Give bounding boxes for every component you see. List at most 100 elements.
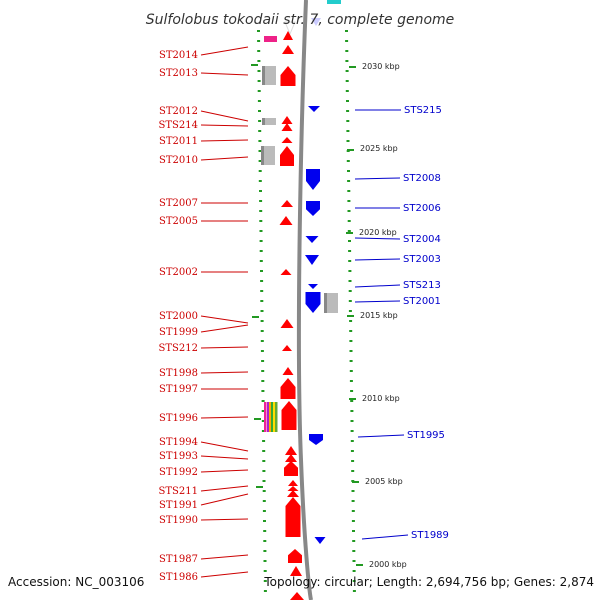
forward-gene-arrow [290,592,304,600]
forward-gene-arrow [285,446,297,455]
rna-feature [264,36,277,42]
gene-label-ST1992[interactable]: ST1992 [159,467,198,478]
gene-label-STS214[interactable]: STS214 [159,120,198,131]
kbp-tick [347,315,354,317]
left-track-dot [260,270,263,272]
left-leader-line [200,139,249,142]
gene-label-ST1991[interactable]: ST1991 [159,500,198,511]
left-track-dot [259,240,263,242]
left-track-dot [260,330,264,332]
gene-label-ST1996[interactable]: ST1996 [159,413,198,424]
kbp-tick [349,398,356,400]
right-gene-labels[interactable]: STS215 ST2008 ST2006 ST2004 ST2003 STS21… [403,105,449,541]
right-track-dot [351,510,355,512]
scale-labels: 2030 kbp 2025 kbp 2020 kbp 2015 kbp 2010… [359,62,407,569]
forward-gene-arrow [280,319,294,328]
gene-features [261,0,341,600]
gene-label-ST2008[interactable]: ST2008 [403,173,441,184]
gene-label-ST2002[interactable]: ST2002 [159,267,198,278]
left-leader-line [200,315,249,324]
left-track-dot [257,60,261,62]
left-track-dot [263,590,267,592]
gene-label-ST2001[interactable]: ST2001 [403,296,441,307]
top-feature-cyan [327,0,341,4]
gene-label-ST2007[interactable]: ST2007 [159,198,198,209]
right-track-dot [349,320,353,322]
right-track-dot [348,270,352,272]
forward-gene-arrow [290,566,302,576]
left-track-dot [261,400,265,402]
gene-label-ST2013[interactable]: ST2013 [159,68,198,79]
left-leader-line [200,124,249,127]
left-track-dot [261,370,265,372]
gene-label-STS212[interactable]: STS212 [159,343,198,354]
left-track-dot [262,500,266,502]
forward-gene-arrow [285,454,297,462]
right-leader-line [354,284,401,288]
right-track-dot [349,360,353,362]
gene-label-ST1989[interactable]: ST1989 [411,530,449,541]
left-track-dot [261,390,265,392]
right-track-dot [347,170,350,172]
gene-label-ST2005[interactable]: ST2005 [159,216,198,227]
right-track-dot [352,580,356,582]
left-track-dot [263,530,267,532]
left-tick [252,316,259,318]
right-track-dot [352,550,356,552]
gene-label-STS211[interactable]: STS211 [159,486,198,497]
scale-label-2030: 2030 kbp [362,62,400,71]
right-track-dot [349,350,353,352]
reverse-gene-arrow [306,169,320,190]
gene-label-ST1986[interactable]: ST1986 [159,572,198,583]
gene-label-ST1998[interactable]: ST1998 [159,368,198,379]
right-track-dot [346,100,349,102]
gene-label-ST1987[interactable]: ST1987 [159,554,198,565]
left-leader-line [200,346,249,349]
map-background [251,0,363,600]
gene-label-ST1995[interactable]: ST1995 [407,430,445,441]
forward-gene-arrow [280,378,296,399]
left-tick [254,418,261,420]
top-feature-outline [284,21,296,36]
forward-gene-arrow [281,200,293,207]
gene-label-ST1990[interactable]: ST1990 [159,515,198,526]
left-track-dot [258,130,262,132]
right-track-dot [345,30,348,32]
genome-backbone [296,0,313,600]
gene-label-ST2011[interactable]: ST2011 [159,136,198,147]
right-track-dot [347,190,351,192]
left-track-dot [260,320,264,322]
left-track-dot [263,570,267,572]
left-leader-line [200,371,249,374]
gene-label-ST2014[interactable]: ST2014 [159,50,198,61]
left-track-dot [259,210,263,212]
left-leader-line [200,493,249,506]
forward-gene-arrow [281,401,297,430]
left-leader-line [200,571,249,578]
gene-label-ST2000[interactable]: ST2000 [159,311,198,322]
multi-feature-stripe [267,402,270,432]
gene-label-ST1999[interactable]: ST1999 [159,327,198,338]
gene-label-ST1994[interactable]: ST1994 [159,437,198,448]
left-tick [256,486,263,488]
scale-label-2005: 2005 kbp [365,477,403,486]
gene-label-ST2004[interactable]: ST2004 [403,234,441,245]
gene-label-ST2010[interactable]: ST2010 [159,155,198,166]
gene-label-ST1997[interactable]: ST1997 [159,384,198,395]
gene-label-ST2006[interactable]: ST2006 [403,203,441,214]
gene-label-ST2012[interactable]: ST2012 [159,106,198,117]
reverse-gene-arrow [314,537,326,544]
gene-label-ST1993[interactable]: ST1993 [159,451,198,462]
forward-gene-arrow [282,45,294,54]
right-leader-line [357,434,405,438]
gene-label-STS213[interactable]: STS213 [403,280,441,291]
right-track-dot [346,130,350,132]
right-track-dot [352,530,355,532]
gene-label-STS215[interactable]: STS215 [404,105,442,116]
right-track-dot [347,180,351,182]
accession-text: Accession: NC_003106 [8,575,144,589]
left-track-dot [263,540,267,542]
pseudogene-block [261,146,275,165]
left-gene-labels[interactable]: ST2014 ST2013 ST2012 STS214 ST2011 ST201… [159,50,198,583]
gene-label-ST2003[interactable]: ST2003 [403,254,441,265]
